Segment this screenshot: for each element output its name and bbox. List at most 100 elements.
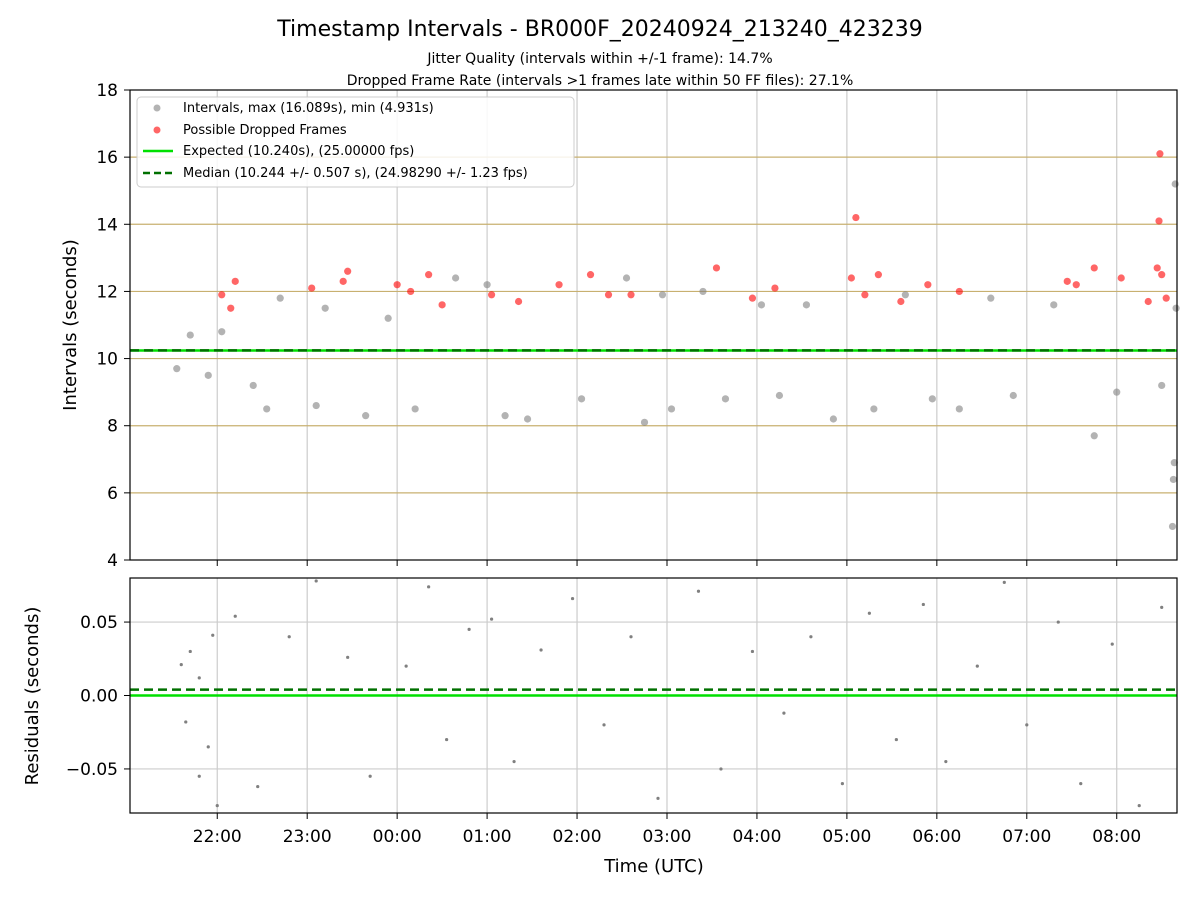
residual-point-39 xyxy=(1079,782,1083,786)
bottom-xtick-label-9: 07:00 xyxy=(1002,827,1051,847)
dropped-point-11 xyxy=(514,297,523,306)
bottom-xtick-label-8: 06:00 xyxy=(912,827,961,847)
dropped-point-12 xyxy=(555,281,563,289)
bottom-xtick-label-3: 01:00 xyxy=(463,827,512,847)
dropped-point-2 xyxy=(227,304,235,312)
top-y-axis-label: Intervals (seconds) xyxy=(60,239,81,411)
bottom-reference-lines xyxy=(130,688,1177,697)
dropped-point-9 xyxy=(438,301,446,309)
top-ytick-label-1: 6 xyxy=(107,484,118,504)
dropped-point-20 xyxy=(847,274,855,282)
interval-point-3 xyxy=(218,328,226,336)
residual-point-15 xyxy=(427,585,431,589)
dropped-point-18 xyxy=(771,284,779,292)
interval-point-30 xyxy=(955,405,963,413)
dropped-point-1 xyxy=(231,277,239,285)
top-ytick-label-7: 18 xyxy=(96,81,118,101)
interval-point-17 xyxy=(622,274,631,282)
residual-point-31 xyxy=(867,611,871,615)
top-x-tickmarks xyxy=(216,560,1118,566)
dropped-point-26 xyxy=(1063,277,1071,285)
bottom-xtick-label-5: 03:00 xyxy=(642,827,691,847)
interval-point-22 xyxy=(721,395,730,403)
dropped-point-3 xyxy=(308,284,316,292)
interval-point-27 xyxy=(870,405,878,413)
interval-point-8 xyxy=(321,304,329,312)
interval-point-28 xyxy=(901,291,909,299)
residual-point-3 xyxy=(197,676,201,680)
dropped-point-4 xyxy=(344,267,352,275)
interval-point-9 xyxy=(362,412,370,420)
residual-point-14 xyxy=(404,664,408,668)
chart-subtitle-dropped: Dropped Frame Rate (intervals >1 frames … xyxy=(347,73,854,89)
top-y-ticks: 4 6 8 10 12 14 16 18 xyxy=(96,81,130,571)
interval-point-23 xyxy=(757,301,766,309)
interval-point-37 xyxy=(1168,522,1177,531)
interval-point-2 xyxy=(204,371,212,379)
bottom-ytick-label-1: 0.00 xyxy=(80,687,118,707)
legend-label-dropped: Possible Dropped Frames xyxy=(183,123,347,138)
residual-point-34 xyxy=(944,759,948,764)
dropped-point-8 xyxy=(425,271,433,279)
dropped-point-21 xyxy=(874,271,882,279)
residual-point-30 xyxy=(840,782,844,786)
top-data-points xyxy=(173,150,1180,531)
residual-point-40 xyxy=(1110,642,1114,646)
interval-point-33 xyxy=(1050,301,1058,309)
interval-point-5 xyxy=(263,405,271,413)
bottom-xtick-label-1: 23:00 xyxy=(283,827,332,847)
chart-subtitle-jitter: Jitter Quality (intervals within +/-1 fr… xyxy=(426,51,772,67)
dropped-point-5 xyxy=(339,277,347,285)
interval-point-26 xyxy=(829,415,837,423)
interval-point-40 xyxy=(1171,180,1179,188)
interval-point-20 xyxy=(667,405,676,413)
residual-point-6 xyxy=(197,774,201,778)
residual-point-28 xyxy=(782,711,786,715)
bottom-ytick-label-2: 0.05 xyxy=(80,613,118,633)
interval-point-29 xyxy=(928,395,936,403)
interval-point-25 xyxy=(802,301,811,309)
legend-box xyxy=(136,96,575,188)
residual-point-38 xyxy=(1056,620,1060,624)
residual-point-10 xyxy=(287,635,291,639)
interval-point-15 xyxy=(523,415,532,423)
interval-point-13 xyxy=(483,281,491,289)
top-ytick-label-3: 10 xyxy=(96,350,118,370)
bottom-y-axis-label: Residuals (seconds) xyxy=(22,607,43,786)
dropped-point-27 xyxy=(1072,281,1080,289)
interval-point-38 xyxy=(1169,475,1178,484)
residual-point-7 xyxy=(215,804,219,808)
interval-point-32 xyxy=(1009,391,1017,400)
dropped-point-35 xyxy=(1162,294,1170,302)
residual-point-8 xyxy=(233,614,237,618)
residual-point-41 xyxy=(1137,804,1141,808)
residual-point-22 xyxy=(602,723,606,727)
top-panel: 4 6 8 10 12 14 16 18 Intervals (seconds) Interv… xyxy=(60,81,1180,571)
dropped-point-6 xyxy=(393,281,401,289)
dropped-point-17 xyxy=(748,294,757,302)
legend-marker-intervals xyxy=(153,104,161,112)
top-plot-frame xyxy=(129,89,1178,561)
bottom-xtick-label-7: 05:00 xyxy=(822,827,871,847)
residual-point-5 xyxy=(211,633,215,637)
interval-point-4 xyxy=(249,381,257,390)
bottom-x-ticks: 22:00 23:00 00:00 01:00 02:00 03:00 04:00 05:00… xyxy=(193,813,1141,847)
residual-point-2 xyxy=(188,649,192,654)
residual-point-0 xyxy=(179,663,183,667)
legend-label-median: Median (10.244 +/- 0.507 s), (24.98290 +… xyxy=(183,166,528,181)
residual-point-29 xyxy=(809,635,813,639)
dropped-point-29 xyxy=(1117,274,1125,282)
residual-point-11 xyxy=(314,579,318,583)
residual-point-21 xyxy=(570,596,575,601)
dropped-point-32 xyxy=(1155,217,1163,225)
dropped-point-23 xyxy=(897,297,905,306)
top-gridlines xyxy=(130,90,1177,560)
dropped-point-25 xyxy=(955,287,963,296)
residual-point-25 xyxy=(696,589,701,593)
bottom-xtick-label-10: 08:00 xyxy=(1092,827,1141,847)
dropped-point-19 xyxy=(852,213,860,222)
legend-label-expected: Expected (10.240s), (25.00000 fps) xyxy=(183,144,414,159)
top-ytick-label-5: 14 xyxy=(96,215,118,235)
residual-point-9 xyxy=(256,784,260,789)
